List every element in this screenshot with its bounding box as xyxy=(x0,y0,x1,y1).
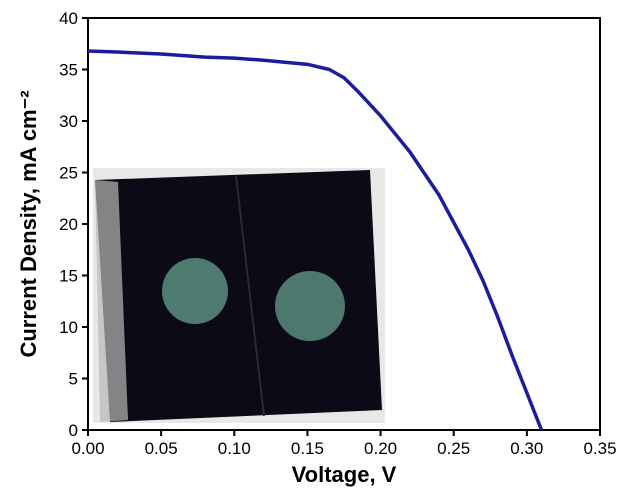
x-tick-label: 0.30 xyxy=(510,439,543,458)
inset-photo xyxy=(93,168,385,423)
jv-curve xyxy=(87,49,544,431)
x-tick-label: 0.15 xyxy=(291,439,324,458)
y-axis-label: Current Density, mA cm⁻² xyxy=(16,90,41,357)
y-tick-label: 5 xyxy=(69,370,78,389)
x-axis-label: Voltage, V xyxy=(292,462,397,487)
x-tick-label: 0.20 xyxy=(364,439,397,458)
y-tick-label: 25 xyxy=(59,164,78,183)
y-tick-label: 20 xyxy=(59,215,78,234)
x-tick-label: 0.05 xyxy=(145,439,178,458)
y-tick-label: 10 xyxy=(59,318,78,337)
x-tick-label: 0.25 xyxy=(437,439,470,458)
x-tick-label: 0.00 xyxy=(71,439,104,458)
y-tick-label: 35 xyxy=(59,61,78,80)
y-tick-label: 40 xyxy=(59,9,78,28)
y-tick-label: 0 xyxy=(69,421,78,440)
y-tick-label: 15 xyxy=(59,267,78,286)
x-tick-label: 0.35 xyxy=(583,439,616,458)
y-tick-label: 30 xyxy=(59,112,78,131)
x-tick-label: 0.10 xyxy=(218,439,251,458)
